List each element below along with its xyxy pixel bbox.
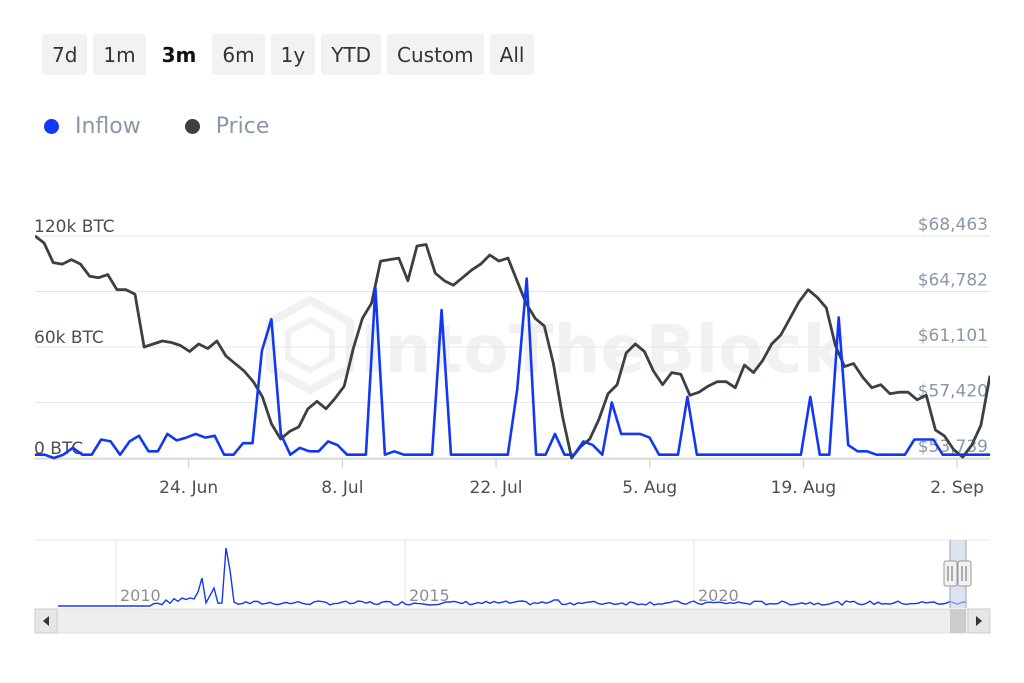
legend-dot-icon <box>44 119 59 134</box>
series-line-price <box>35 234 990 460</box>
arrow-left-icon <box>43 616 49 626</box>
range-button-3m[interactable]: 3m <box>151 34 207 75</box>
legend-label: Price <box>215 114 270 139</box>
right-axis-tick-label: $68,463 <box>918 215 988 235</box>
range-button-ytd[interactable]: YTD <box>321 34 382 75</box>
left-axis-tick-label: 120k BTC <box>34 217 115 237</box>
series-layer <box>35 234 990 460</box>
range-button-7d[interactable]: 7d <box>42 34 88 75</box>
legend-item-price[interactable]: Price <box>184 114 270 139</box>
range-button-6m[interactable]: 6m <box>212 34 265 75</box>
navigator-grid: 2010 2015 2020 <box>115 540 739 608</box>
right-axis-tick-label: $64,782 <box>918 271 988 291</box>
left-axis-tick-label: 60k BTC <box>34 328 104 348</box>
navigator-series <box>58 547 967 607</box>
x-axis-tick-label: 22. Jul <box>470 478 523 498</box>
series-line-inflow <box>35 277 990 460</box>
chart-legend: Inflow Price <box>44 114 269 139</box>
range-button-1y[interactable]: 1y <box>270 34 316 75</box>
watermark-text: IntoTheBlock <box>360 311 849 388</box>
navigator-handle-left[interactable] <box>943 560 958 587</box>
right-axis-tick-label: $61,101 <box>918 326 988 346</box>
navigator-scrollbar[interactable] <box>34 608 991 634</box>
right-axis-tick-label: $57,420 <box>918 382 988 402</box>
range-selector: 7d 1m 3m 6m 1y YTD Custom All <box>42 34 535 75</box>
range-button-custom[interactable]: Custom <box>387 34 484 75</box>
legend-dot-icon <box>184 119 200 134</box>
x-axis-tick-label: 24. Jun <box>159 478 218 498</box>
arrow-right-icon <box>976 616 982 626</box>
range-button-1m[interactable]: 1m <box>93 34 146 75</box>
watermark-logo: IntoTheBlock <box>266 295 849 395</box>
navigator-background <box>35 540 990 608</box>
navigator[interactable]: 2010 2015 2020 <box>35 539 990 608</box>
legend-label: Inflow <box>75 114 141 139</box>
x-axis-tick-label: 2. Sep <box>930 478 984 498</box>
x-axis-tick-label: 5. Aug <box>622 478 677 498</box>
x-axis-tick-label: 8. Jul <box>321 478 363 498</box>
scrollbar-thumb[interactable] <box>950 609 966 633</box>
x-axis-tick-label: 19. Aug <box>771 478 837 498</box>
navigator-handle-right[interactable] <box>957 560 972 587</box>
legend-item-inflow[interactable]: Inflow <box>44 114 141 139</box>
x-axis: 24. Jun 8. Jul 22. Jul 5. Aug 19. Aug 2. Sep <box>35 458 990 498</box>
navigator-tick-label: 2020 <box>698 586 739 605</box>
right-axis: $53,739$57,420$61,101$64,782$68,463 <box>918 215 988 457</box>
range-button-all[interactable]: All <box>489 34 535 75</box>
navigator-tick-label: 2015 <box>409 586 450 605</box>
navigator-inflow-line <box>58 547 967 607</box>
navigator-tick-label: 2010 <box>120 586 161 605</box>
scrollbar-track[interactable] <box>34 608 991 634</box>
